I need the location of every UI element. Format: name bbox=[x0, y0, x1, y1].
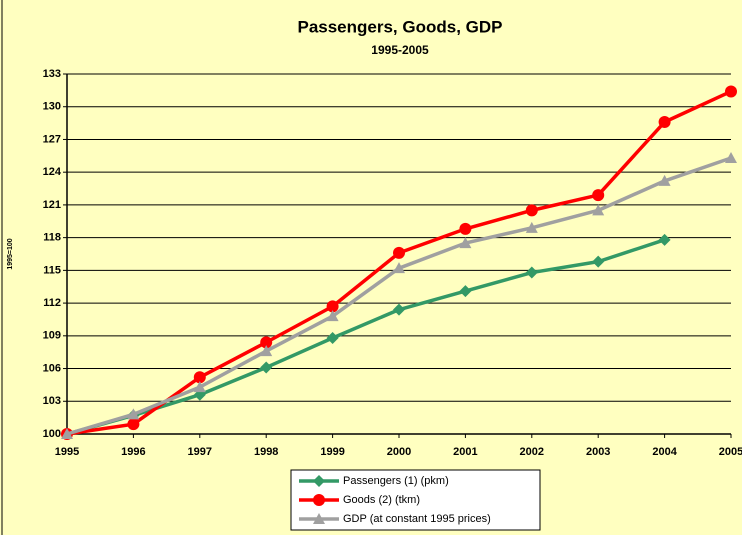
y-tick-label: 118 bbox=[43, 232, 61, 244]
point bbox=[127, 408, 140, 420]
x-tick-label: 2000 bbox=[387, 446, 411, 458]
legend-label: Goods (2) (tkm) bbox=[343, 494, 420, 506]
y-tick-label: 121 bbox=[43, 199, 61, 211]
point bbox=[313, 494, 325, 506]
x-tick-label: 2002 bbox=[520, 446, 544, 458]
y-tick-label: 106 bbox=[43, 362, 61, 374]
y-tick-label: 133 bbox=[43, 68, 61, 80]
x-tick-label: 2003 bbox=[586, 446, 610, 458]
chart-title: Passengers, Goods, GDP bbox=[297, 17, 502, 36]
point bbox=[61, 428, 73, 439]
point bbox=[260, 336, 273, 349]
point bbox=[393, 262, 405, 274]
series-line bbox=[66, 238, 666, 436]
y-tick-label: 130 bbox=[43, 101, 61, 113]
legend-label: GDP (at constant 1995 prices) bbox=[343, 513, 491, 525]
legend-label: Passengers (1) (pkm) bbox=[343, 475, 449, 487]
x-tick-label: 2005 bbox=[719, 446, 742, 458]
point bbox=[658, 116, 671, 128]
point bbox=[592, 204, 605, 216]
series-line bbox=[66, 156, 732, 436]
point bbox=[313, 513, 325, 524]
point bbox=[193, 381, 206, 393]
x-tick-label: 1996 bbox=[121, 446, 145, 458]
y-tick-label: 127 bbox=[43, 133, 61, 145]
point bbox=[326, 332, 339, 344]
y-tick-label: 109 bbox=[43, 330, 61, 342]
point bbox=[658, 174, 671, 186]
y-axis-label: 1995=100 bbox=[7, 238, 14, 269]
point bbox=[313, 475, 325, 487]
point bbox=[725, 85, 737, 98]
point bbox=[193, 371, 206, 384]
y-tick-label: 103 bbox=[43, 395, 61, 407]
point bbox=[592, 255, 605, 268]
y-tick-label: 115 bbox=[43, 264, 61, 276]
point bbox=[393, 303, 405, 316]
point bbox=[459, 285, 472, 298]
point bbox=[459, 237, 472, 249]
chart-subtitle: 1995-2005 bbox=[371, 43, 429, 57]
x-tick-label: 1998 bbox=[254, 446, 278, 458]
point bbox=[725, 152, 737, 163]
x-tick-label: 1995 bbox=[55, 446, 79, 458]
point bbox=[459, 222, 472, 235]
x-tick-label: 2001 bbox=[453, 446, 477, 458]
point bbox=[658, 233, 671, 246]
point bbox=[393, 246, 405, 259]
point bbox=[326, 300, 339, 313]
y-tick-label: 124 bbox=[43, 166, 62, 178]
y-tick-label: 112 bbox=[43, 297, 61, 309]
point bbox=[127, 418, 140, 431]
x-tick-label: 1997 bbox=[188, 446, 212, 458]
point bbox=[525, 266, 538, 279]
x-tick-label: 1999 bbox=[320, 446, 344, 458]
point bbox=[260, 361, 273, 374]
point bbox=[525, 204, 538, 217]
y-tick-label: 100 bbox=[43, 428, 61, 440]
point bbox=[326, 310, 339, 322]
point bbox=[260, 345, 273, 357]
point bbox=[525, 221, 538, 233]
point bbox=[592, 189, 605, 202]
x-tick-label: 2004 bbox=[652, 446, 677, 458]
